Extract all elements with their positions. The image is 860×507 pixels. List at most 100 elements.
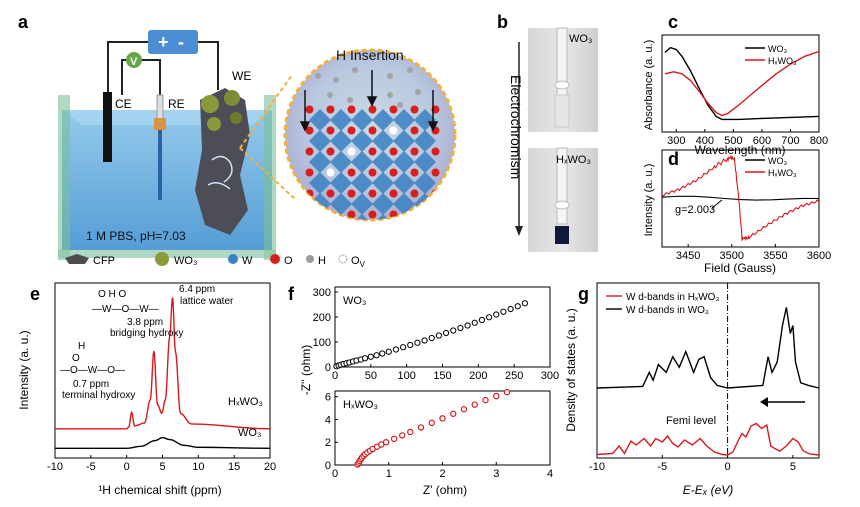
hydrogen-atom <box>387 92 393 98</box>
chart-f-top-ytick-label: 100 <box>313 337 331 349</box>
hydrogen-atom <box>333 77 339 83</box>
lattice-octahedron <box>414 214 436 220</box>
oxygen-atom <box>347 105 356 114</box>
oxygen-atom <box>389 105 398 114</box>
reference-electrode <box>156 94 164 121</box>
oxygen-atom <box>305 210 314 219</box>
oxygen-atom <box>410 105 419 114</box>
peak-0-7-name: terminal hydroxy <box>62 390 135 401</box>
electrochromism-label: Electrochromism <box>508 75 524 179</box>
chart-c-ylabel: Absorbance (a. u.) <box>643 40 655 131</box>
lattice-octahedron <box>330 109 352 131</box>
counter-electrode <box>103 92 112 162</box>
oxygen-atom <box>368 126 377 135</box>
legend-wo3: WO₃ <box>174 255 197 267</box>
chart-g-shift-arrowhead <box>760 397 768 407</box>
chart-g-legend-label: W d-bands in HₓWO₃ <box>626 292 720 303</box>
lattice-octahedron <box>330 151 352 173</box>
chart-f-bottom-point <box>398 432 406 439</box>
chart-f-top-point <box>367 353 374 360</box>
panel-d-label: d <box>668 149 679 169</box>
oxygen-atom <box>389 147 398 156</box>
chart-e-xtick-label: 10 <box>192 461 204 473</box>
lattice-octahedron <box>351 151 373 173</box>
chart-f-bottom-point <box>493 392 500 400</box>
chart-f-top-xtick-label: 250 <box>505 370 523 382</box>
chart-f-bottom-xtick-label: 1 <box>386 468 392 480</box>
oxygen-atom <box>347 126 356 135</box>
oxygen-atom <box>347 168 356 177</box>
hydrogen-atom <box>387 73 393 79</box>
chart-d-xtick-label: 3450 <box>676 250 700 262</box>
chart-f-top-point <box>442 329 450 337</box>
oxygen-atom <box>431 168 440 177</box>
oxygen-atom <box>305 105 314 114</box>
oxygen-atom <box>305 168 314 177</box>
chart-e-xtick-label: 5 <box>159 461 165 473</box>
legend-h: H <box>318 255 326 267</box>
struct-terminal-h: H <box>78 341 85 352</box>
lattice-octahedron <box>372 172 394 194</box>
chart-d-ylabel: Intensity (a. u.) <box>643 164 655 237</box>
oxygen-atom <box>305 126 314 135</box>
chart-f-top-point <box>500 308 507 315</box>
lattice-octahedron <box>351 193 373 215</box>
chart-g-legend-label: W d-bands in WO₃ <box>626 305 709 316</box>
we-label: WE <box>232 69 251 83</box>
chart-e-xtick-label: 20 <box>264 461 276 473</box>
chart-g-xtick-label: 5 <box>790 461 796 473</box>
oxygen-atom <box>348 232 356 240</box>
lattice-octahedron <box>372 151 394 173</box>
chart-f-top-xtick-label: 150 <box>433 370 451 382</box>
ce-label: CE <box>115 97 132 111</box>
h-insertion-label: H Insertion <box>336 47 404 63</box>
lattice-octahedron <box>372 193 394 215</box>
chart-g-ylabel: Density of states (a. u.) <box>564 308 578 431</box>
peak-6-4-value: 6.4 ppm <box>179 284 215 295</box>
vial-top-label: WO₃ <box>569 33 592 45</box>
chart-f-top-xtick-label: 100 <box>397 370 415 382</box>
hydrogen-atom <box>397 102 403 108</box>
oxygen-atom <box>432 232 440 240</box>
voltmeter: V <box>126 52 142 68</box>
chart-f-bottom-ytick-label: 4 <box>325 414 331 426</box>
panel-b: b WO₃ HₓWO₃ Electrochromism <box>497 12 598 252</box>
chart-f-top: 0 50 100 150 200 250 300 0 100 200 300 WO₃ -Z'' (ohm… <box>299 286 559 395</box>
chart-f-bottom-xtick-label: 4 <box>547 468 553 480</box>
chart-f-bottom: 0 1 2 3 4 0 2 4 6 HₓWO₃ Z' (ohm) <box>325 388 553 497</box>
lattice-octahedron <box>309 109 331 131</box>
oxygen-atom <box>306 232 314 240</box>
lattice-octahedron <box>351 130 373 152</box>
vial-bottom-label: HₓWO₃ <box>556 154 591 166</box>
oxygen-atom <box>305 147 314 156</box>
chart-f-bottom-point <box>439 415 446 422</box>
panel-b-label: b <box>497 12 508 32</box>
oxygen-vacancy <box>347 147 356 156</box>
oxygen-atom <box>389 168 398 177</box>
re-label: RE <box>168 97 185 111</box>
electrolyte-label: 1 M PBS, pH=7.03 <box>86 229 186 243</box>
lattice-octahedron <box>330 130 352 152</box>
panel-g-label: g <box>578 284 589 304</box>
lattice-octahedron <box>330 172 352 194</box>
peak-3-8-value: 3.8 ppm <box>127 317 163 328</box>
chart-d-annotation: g=2.003 <box>675 204 715 216</box>
oxygen-atom <box>327 232 335 240</box>
panel-a-label: a <box>18 12 29 32</box>
chart-g-xtick-label: -10 <box>589 461 605 473</box>
chart-e-series-0 <box>55 297 271 430</box>
chart-f-bottom-point <box>482 396 489 404</box>
lattice-octahedron <box>393 193 415 215</box>
chart-d-annotation-pointer <box>711 199 723 209</box>
struct-terminal-chain: —O—W—O— <box>60 365 125 376</box>
chart-d-series-1 <box>661 154 820 242</box>
chart-f-top-point <box>392 346 400 353</box>
chart-d-xtick-label: 3500 <box>720 250 744 262</box>
lattice-octahedron <box>372 130 394 152</box>
chart-f-top-point <box>362 355 369 362</box>
chart-f-top-point <box>407 341 414 349</box>
lattice-octahedron <box>309 214 331 220</box>
chart-f-top-point <box>521 300 529 307</box>
chart-f-top-point <box>399 344 407 351</box>
hydrogen-atom <box>352 67 358 73</box>
